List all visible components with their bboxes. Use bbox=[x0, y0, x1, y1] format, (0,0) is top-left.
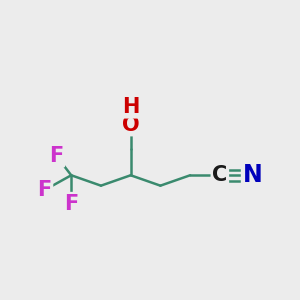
Text: H: H bbox=[122, 97, 140, 117]
Text: N: N bbox=[243, 163, 262, 187]
Text: F: F bbox=[38, 180, 52, 200]
Text: O: O bbox=[122, 115, 140, 135]
Text: F: F bbox=[64, 194, 78, 214]
Text: C: C bbox=[212, 165, 227, 185]
Text: F: F bbox=[49, 146, 64, 166]
